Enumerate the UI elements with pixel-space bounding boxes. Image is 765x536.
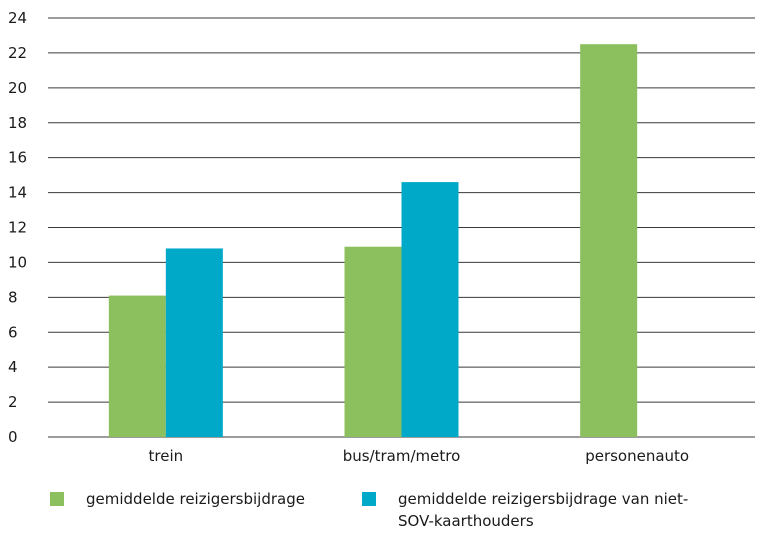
y-tick-label: 4 — [8, 358, 18, 376]
legend-swatch-green — [50, 492, 64, 506]
y-tick-label: 10 — [8, 253, 27, 271]
y-tick-label: 16 — [8, 149, 27, 167]
y-tick-label: 18 — [8, 114, 27, 132]
y-tick-label: 2 — [8, 393, 18, 411]
x-tick-label: personenauto — [585, 447, 689, 465]
x-axis-tick-labels: trein bus/tram/metro personenauto — [149, 447, 690, 465]
legend-label: gemiddelde reizigersbijdrage van niet-SO… — [398, 490, 689, 530]
bars — [108, 44, 638, 437]
legend-label: gemiddelde reizigersbijdrage — [86, 490, 305, 508]
x-tick-label: bus/tram/metro — [343, 447, 461, 465]
y-tick-label: 20 — [8, 79, 27, 97]
y-tick-label: 6 — [8, 323, 18, 341]
y-tick-label: 8 — [8, 288, 18, 306]
y-tick-label: 24 — [8, 9, 27, 27]
legend-item-gemiddelde-reizigersbijdrage: gemiddelde reizigersbijdrage — [50, 488, 305, 510]
x-tick-label: trein — [149, 447, 184, 465]
legend-swatch-blue — [362, 492, 376, 506]
y-tick-label: 22 — [8, 44, 27, 62]
y-tick-label: 12 — [8, 219, 27, 237]
legend-item-niet-sov-kaarthouders: gemiddelde reizigersbijdrage van niet-SO… — [362, 488, 702, 532]
bar-blue-0 — [165, 248, 223, 437]
bar-green-2 — [580, 44, 638, 437]
y-tick-label: 14 — [8, 184, 27, 202]
y-tick-label: 0 — [8, 428, 18, 446]
bar-green-1 — [344, 246, 402, 437]
bar-blue-1 — [401, 182, 459, 437]
bar-green-0 — [108, 295, 166, 437]
